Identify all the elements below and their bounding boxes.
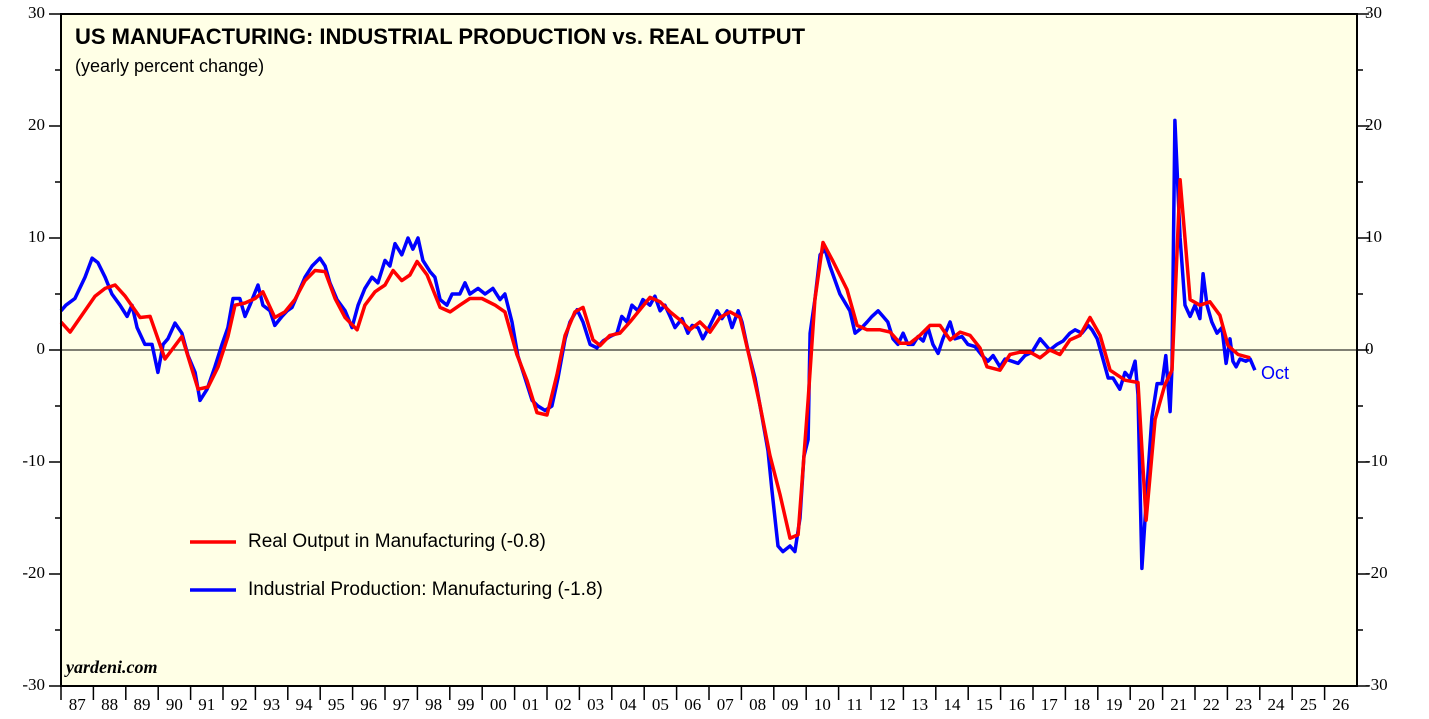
y2-tick-label: -10 bbox=[1365, 451, 1388, 470]
chart-subtitle: (yearly percent change) bbox=[75, 56, 264, 76]
x-tick-label: 09 bbox=[782, 695, 799, 714]
x-tick-label: 93 bbox=[263, 695, 280, 714]
x-tick-label: 06 bbox=[684, 695, 701, 714]
x-tick-label: 17 bbox=[1041, 695, 1059, 714]
x-tick-label: 89 bbox=[134, 695, 151, 714]
x-tick-label: 95 bbox=[328, 695, 345, 714]
x-tick-label: 12 bbox=[879, 695, 896, 714]
x-tick-label: 94 bbox=[296, 695, 314, 714]
annotation: Oct bbox=[1261, 363, 1289, 383]
legend-label: Industrial Production: Manufacturing (-1… bbox=[248, 579, 603, 600]
x-tick-label: 88 bbox=[101, 695, 118, 714]
x-tick-label: 99 bbox=[458, 695, 475, 714]
x-tick-label: 23 bbox=[1235, 695, 1252, 714]
y-tick-label: 20 bbox=[28, 115, 45, 134]
x-tick-label: 00 bbox=[490, 695, 507, 714]
y-tick-label: 30 bbox=[28, 3, 45, 22]
x-tick-label: 24 bbox=[1268, 695, 1286, 714]
x-tick-label: 04 bbox=[620, 695, 638, 714]
marks bbox=[59, 118, 1357, 571]
x-tick-label: 22 bbox=[1203, 695, 1220, 714]
legend-label: Real Output in Manufacturing (-0.8) bbox=[248, 531, 546, 552]
y2-tick-label: -20 bbox=[1365, 563, 1388, 582]
x-tick-label: 02 bbox=[555, 695, 572, 714]
y-tick-label: 0 bbox=[37, 339, 46, 358]
x-tick-label: 11 bbox=[847, 695, 863, 714]
x-tick-label: 87 bbox=[69, 695, 87, 714]
x-tick-label: 08 bbox=[749, 695, 766, 714]
x-tick-label: 16 bbox=[1008, 695, 1025, 714]
x-tick-label: 19 bbox=[1106, 695, 1123, 714]
x-tick-label: 01 bbox=[522, 695, 539, 714]
x-tick-label: 05 bbox=[652, 695, 669, 714]
x-tick-label: 10 bbox=[814, 695, 831, 714]
x-tick-label: 98 bbox=[425, 695, 442, 714]
x-tick-label: 97 bbox=[393, 695, 411, 714]
y2-tick-label: 30 bbox=[1365, 3, 1382, 22]
chart-title: US MANUFACTURING: INDUSTRIAL PRODUCTION … bbox=[75, 24, 806, 49]
x-tick-label: 21 bbox=[1170, 695, 1187, 714]
y2-tick-label: 0 bbox=[1365, 339, 1374, 358]
y-tick-label: -30 bbox=[22, 675, 45, 694]
x-tick-label: 91 bbox=[198, 695, 215, 714]
y-tick-label: -20 bbox=[22, 563, 45, 582]
x-tick-label: 14 bbox=[944, 695, 962, 714]
y2-tick-label: -30 bbox=[1365, 675, 1388, 694]
series-line bbox=[59, 178, 1251, 540]
x-tick-label: 13 bbox=[911, 695, 928, 714]
x-tick-label: 18 bbox=[1073, 695, 1090, 714]
x-tick-label: 15 bbox=[976, 695, 993, 714]
x-tick-label: 92 bbox=[231, 695, 248, 714]
x-tick-label: 90 bbox=[166, 695, 183, 714]
x-tick-label: 26 bbox=[1332, 695, 1349, 714]
x-tick-label: 03 bbox=[587, 695, 604, 714]
y-tick-label: 10 bbox=[28, 227, 45, 246]
x-tick-label: 25 bbox=[1300, 695, 1317, 714]
x-tick-label: 07 bbox=[717, 695, 735, 714]
source: yardeni.com bbox=[64, 657, 158, 677]
y2-tick-label: 10 bbox=[1365, 227, 1382, 246]
y-tick-label: -10 bbox=[22, 451, 45, 470]
x-tick-label: 96 bbox=[360, 695, 377, 714]
x-tick-label: 20 bbox=[1138, 695, 1155, 714]
y2-tick-label: 20 bbox=[1365, 115, 1382, 134]
